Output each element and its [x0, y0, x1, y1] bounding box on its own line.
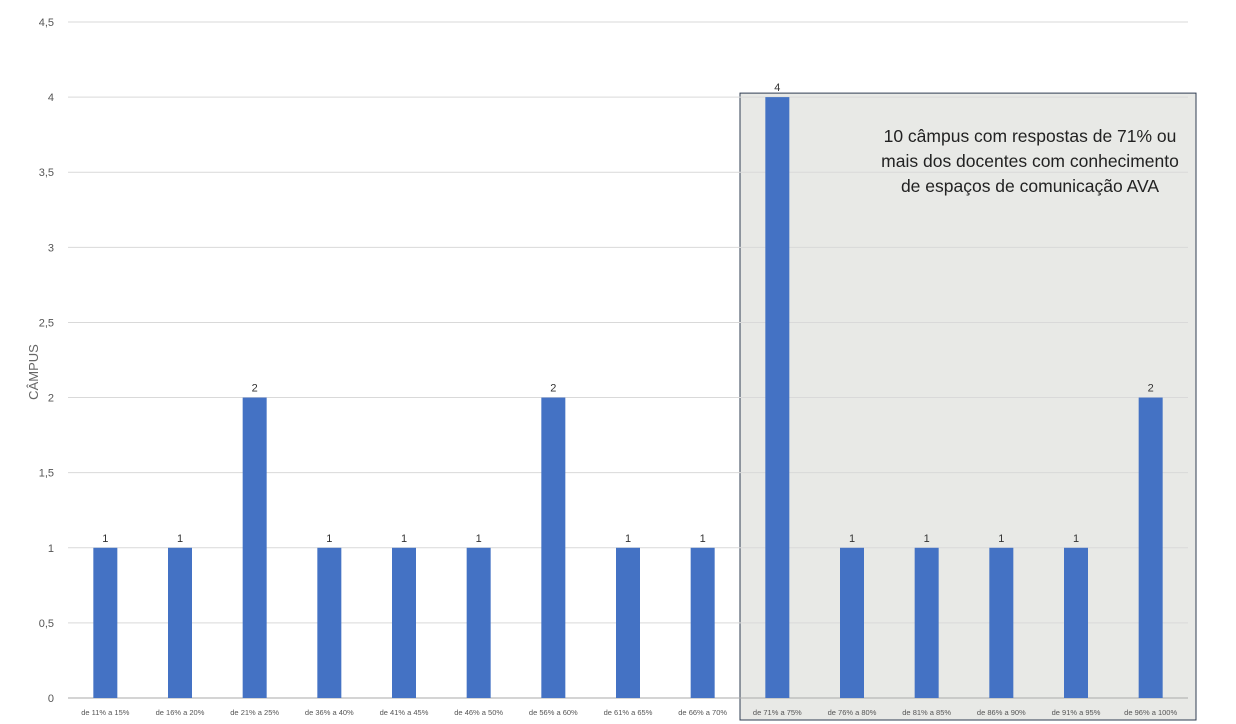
y-tick-label: 4	[48, 92, 54, 104]
y-tick-label: 1	[48, 543, 54, 555]
x-tick-label: de 21% a 25%	[230, 708, 279, 717]
y-axis-label: CÂMPUS	[26, 344, 41, 400]
y-tick-label: 0	[48, 693, 54, 705]
bar	[168, 547, 192, 698]
highlight-annotation: 10 câmpus com respostas de 71% ou mais d…	[800, 124, 1236, 199]
data-label: 2	[252, 383, 258, 395]
data-label: 2	[550, 383, 556, 395]
y-tick-label: 0,5	[39, 618, 54, 630]
x-tick-label: de 16% a 20%	[156, 708, 205, 717]
y-tick-label: 3	[48, 242, 54, 254]
bar	[392, 547, 416, 698]
x-tick-label: de 91% a 95%	[1052, 708, 1101, 717]
y-tick-label: 3,5	[39, 167, 54, 179]
bar	[765, 97, 790, 699]
x-tick-label: de 36% a 40%	[305, 708, 354, 717]
annotation-line-3: de espaços de comunicação AVA	[900, 176, 1160, 196]
x-tick-label: de 66% a 70%	[678, 708, 727, 717]
data-label: 1	[102, 533, 108, 545]
data-label: 1	[476, 533, 482, 545]
bar	[466, 547, 491, 698]
data-label: 1	[998, 533, 1004, 545]
data-label: 1	[700, 533, 706, 545]
x-tick-label: de 71% a 75%	[753, 708, 802, 717]
bar	[242, 397, 267, 698]
data-label: 1	[1073, 533, 1079, 545]
x-tick-label: de 41% a 45%	[380, 708, 429, 717]
bar	[541, 397, 566, 698]
x-tick-label: de 56% a 60%	[529, 708, 578, 717]
x-tick-label: de 46% a 50%	[454, 708, 503, 717]
x-tick-label: de 81% a 85%	[902, 708, 951, 717]
data-label: 1	[401, 533, 407, 545]
x-tick-label: de 61% a 65%	[604, 708, 653, 717]
bar	[93, 547, 118, 698]
bar	[616, 547, 640, 698]
y-tick-label: 2	[48, 393, 54, 405]
highlight-region	[739, 92, 1197, 721]
bar	[317, 547, 342, 698]
y-tick-label: 2,5	[39, 317, 54, 329]
data-label: 1	[625, 533, 631, 545]
annotation-line-2: mais dos docentes com conhecimento	[881, 151, 1179, 171]
x-tick-label: de 96% a 100%	[1124, 708, 1177, 717]
bar	[1138, 397, 1163, 698]
bar	[989, 547, 1014, 698]
bar	[840, 547, 864, 698]
bar	[690, 547, 715, 698]
x-tick-label: de 76% a 80%	[828, 708, 877, 717]
data-label: 1	[326, 533, 332, 545]
data-label: 1	[849, 533, 855, 545]
data-label: 1	[177, 533, 183, 545]
data-label: 1	[924, 533, 930, 545]
annotation-line-1: 10 câmpus com respostas de 71% ou	[883, 126, 1177, 146]
data-label: 4	[774, 82, 780, 94]
bar	[1064, 547, 1088, 698]
data-label: 2	[1148, 383, 1154, 395]
x-tick-label: de 11% a 15%	[81, 708, 130, 717]
bar	[914, 547, 939, 698]
y-tick-label: 1,5	[39, 468, 54, 480]
y-tick-label: 4,5	[39, 17, 54, 29]
x-tick-label: de 86% a 90%	[977, 708, 1026, 717]
